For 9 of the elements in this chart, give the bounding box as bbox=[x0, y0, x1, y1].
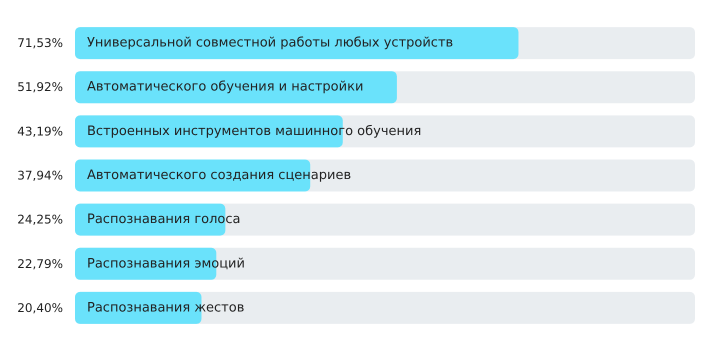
data-label: 24,25% bbox=[17, 212, 63, 227]
data-label: 43,19% bbox=[17, 124, 63, 138]
y-tick-label: Автоматического обучения и настройки bbox=[87, 80, 364, 95]
data-label: 20,40% bbox=[17, 300, 63, 315]
data-label: 71,53% bbox=[17, 36, 63, 50]
data-label: 22,79% bbox=[17, 256, 63, 271]
y-tick-label: Универсальной совместной работы любых устройств bbox=[87, 36, 454, 51]
data-label: 37,94% bbox=[17, 168, 63, 182]
data-label: 51,92% bbox=[17, 80, 63, 94]
